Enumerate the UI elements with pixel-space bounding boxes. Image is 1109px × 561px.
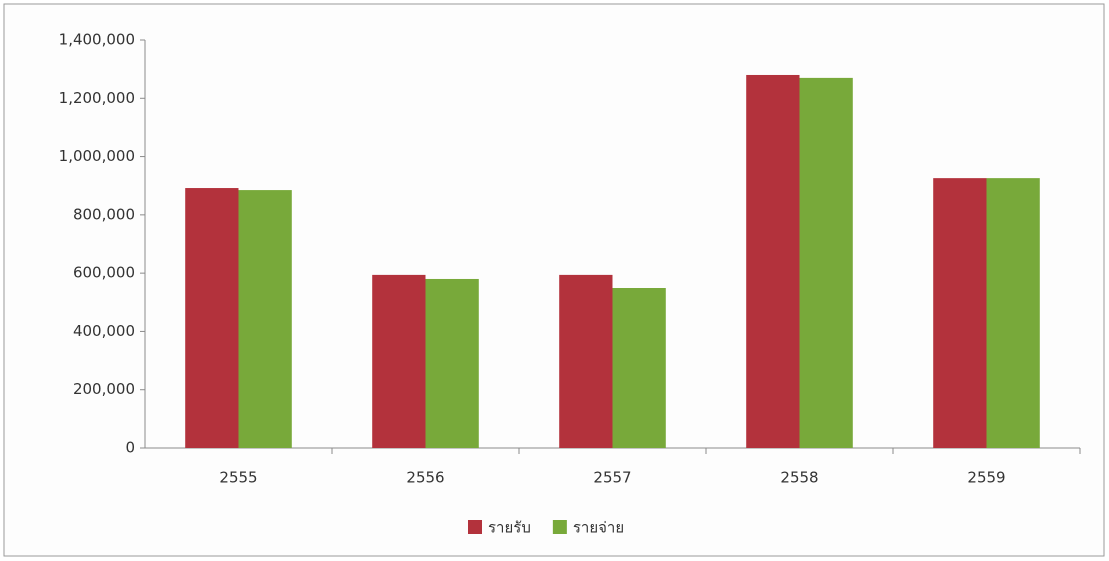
bar <box>559 275 612 448</box>
y-tick-label: 1,000,000 <box>59 147 135 165</box>
y-tick-label: 0 <box>125 439 135 457</box>
bar <box>185 188 238 448</box>
legend-swatch <box>468 520 482 534</box>
y-tick-label: 800,000 <box>73 205 135 223</box>
bar <box>987 178 1040 448</box>
bar <box>372 275 425 448</box>
x-tick-label: 2557 <box>593 469 631 487</box>
x-tick-label: 2559 <box>967 469 1005 487</box>
bar <box>426 279 479 448</box>
bar <box>239 190 292 448</box>
legend-label: รายจ่าย <box>573 519 624 537</box>
bar <box>746 75 799 448</box>
y-tick-label: 1,200,000 <box>59 89 135 107</box>
x-tick-label: 2555 <box>219 469 257 487</box>
y-tick-label: 1,400,000 <box>59 31 135 49</box>
bar <box>613 288 666 448</box>
x-tick-label: 2556 <box>406 469 444 487</box>
chart: 0 200,000 400,000 600,000 800,000 1,000,000 1,… <box>0 0 1109 561</box>
legend-swatch <box>553 520 567 534</box>
y-tick-label: 600,000 <box>73 264 135 282</box>
x-tick-label: 2558 <box>780 469 818 487</box>
bar <box>933 178 986 448</box>
legend-label: รายรับ <box>488 519 531 537</box>
y-tick-label: 200,000 <box>73 380 135 398</box>
bar <box>800 78 853 448</box>
y-tick-label: 400,000 <box>73 322 135 340</box>
